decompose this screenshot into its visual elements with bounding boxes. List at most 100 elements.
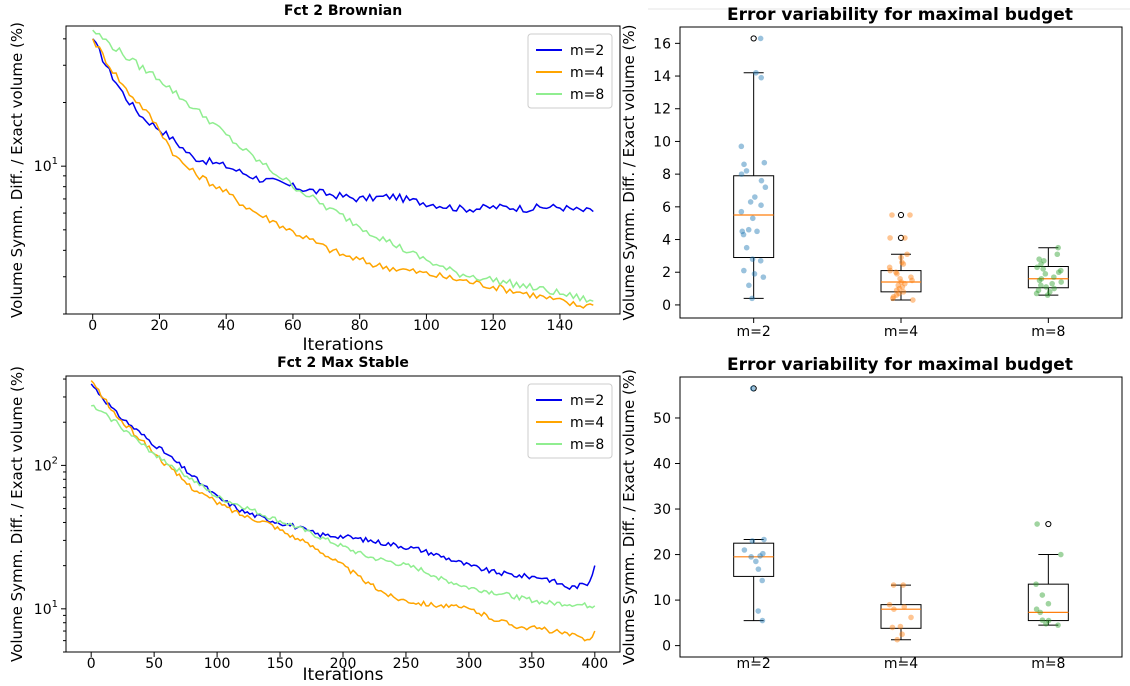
- data-point: [900, 289, 907, 295]
- y-tick-base: 10: [34, 458, 52, 474]
- x-tick-label: m=8: [1031, 656, 1065, 672]
- data-point: [1040, 266, 1046, 272]
- data-point: [886, 264, 893, 271]
- data-point: [897, 623, 904, 630]
- y-tick-exponent: 2: [52, 455, 58, 466]
- data-point: [1045, 617, 1052, 624]
- series-line-m=4: [92, 38, 594, 309]
- data-point: [749, 215, 756, 222]
- data-point: [895, 282, 902, 289]
- data-point: [900, 261, 907, 267]
- line-panel-0: Fct 2 Brownian 0 20 40 60 80 100 120 140 101 Itera…: [8, 3, 621, 355]
- data-point: [760, 550, 766, 557]
- box-m=4: [880, 582, 922, 643]
- data-point: [1051, 285, 1057, 292]
- x-tick-label: 400: [581, 656, 608, 672]
- data-point: [1034, 264, 1040, 271]
- x-axis-label: Iterations: [303, 335, 384, 355]
- data-point: [759, 577, 765, 584]
- data-point: [757, 257, 764, 264]
- data-point: [902, 280, 908, 287]
- data-point: [753, 558, 759, 565]
- data-point: [740, 231, 747, 238]
- data-point: [1033, 581, 1039, 587]
- x-tick-label: 80: [351, 318, 369, 334]
- data-point: [760, 274, 767, 280]
- x-tick-label: m=4: [884, 656, 918, 672]
- x-tick-label: m=8: [1031, 324, 1065, 340]
- data-point: [743, 244, 750, 251]
- data-point: [1051, 274, 1057, 280]
- outlier-marker: [750, 385, 757, 392]
- series-line-m=2: [90, 383, 596, 591]
- box-m=2: [733, 35, 775, 302]
- data-point: [748, 554, 754, 560]
- data-point: [899, 284, 906, 290]
- outlier-marker: [897, 211, 905, 219]
- y-tick-label: 8: [662, 167, 671, 183]
- data-point: [1044, 292, 1051, 298]
- y-tick-label: 101: [34, 156, 58, 175]
- y-tick-label: 40: [653, 457, 671, 473]
- series-line-m=8: [91, 404, 596, 609]
- data-point: [890, 293, 897, 300]
- legend-label: m=4: [570, 65, 604, 81]
- data-point: [1038, 282, 1044, 289]
- box-rect: [1027, 266, 1069, 289]
- data-point: [1043, 620, 1049, 627]
- data-point: [1055, 622, 1061, 628]
- x-tick-label: m=4: [884, 324, 918, 340]
- data-point: [752, 194, 758, 200]
- data-point: [893, 287, 900, 294]
- data-point: [908, 614, 914, 621]
- y-tick-exponent: 1: [52, 156, 58, 167]
- legend-label: m=8: [570, 437, 604, 453]
- plot-frame: [679, 376, 1123, 658]
- data-point: [758, 202, 764, 208]
- data-point: [904, 251, 910, 258]
- data-point: [743, 168, 750, 174]
- x-tick-label: 140: [547, 318, 574, 334]
- data-point: [1033, 290, 1040, 297]
- data-point: [910, 297, 916, 303]
- legend-label: m=4: [570, 415, 604, 431]
- data-point: [738, 208, 745, 215]
- x-tick-label: m=2: [737, 656, 771, 672]
- data-point: [889, 295, 896, 302]
- data-point: [1041, 257, 1047, 264]
- data-point: [741, 547, 748, 553]
- x-tick-label: 40: [217, 318, 235, 334]
- box-m=8: [1027, 244, 1069, 298]
- legend: m=2 m=4 m=8: [527, 383, 613, 459]
- data-point: [746, 282, 752, 289]
- x-tick-label: 50: [145, 656, 163, 672]
- outlier-marker: [750, 35, 757, 42]
- legend-label: m=2: [570, 43, 604, 59]
- x-tick-label: 100: [204, 656, 231, 672]
- data-point: [902, 235, 908, 241]
- data-point: [1034, 521, 1040, 527]
- y-tick-label: 14: [653, 69, 671, 85]
- data-point: [1033, 606, 1040, 612]
- data-point: [900, 582, 907, 588]
- data-point: [1043, 284, 1049, 290]
- y-tick-label: 16: [653, 36, 671, 52]
- data-point: [899, 631, 905, 638]
- data-point: [757, 553, 763, 559]
- data-point: [898, 254, 904, 261]
- data-point: [762, 184, 769, 191]
- legend-box: [527, 33, 613, 109]
- data-point: [1058, 279, 1065, 285]
- box-m=2: [733, 385, 775, 624]
- data-point: [1039, 592, 1046, 598]
- data-point: [749, 385, 756, 392]
- data-point: [890, 582, 897, 588]
- data-point: [761, 536, 767, 543]
- panel-title: Error variability for maximal budget: [727, 355, 1073, 375]
- data-point: [757, 35, 764, 42]
- data-point: [738, 143, 745, 150]
- data-point: [749, 256, 756, 262]
- y-axis-label: Volume Symm. Diff. / Exact volume (%): [620, 25, 638, 321]
- data-point: [897, 275, 903, 282]
